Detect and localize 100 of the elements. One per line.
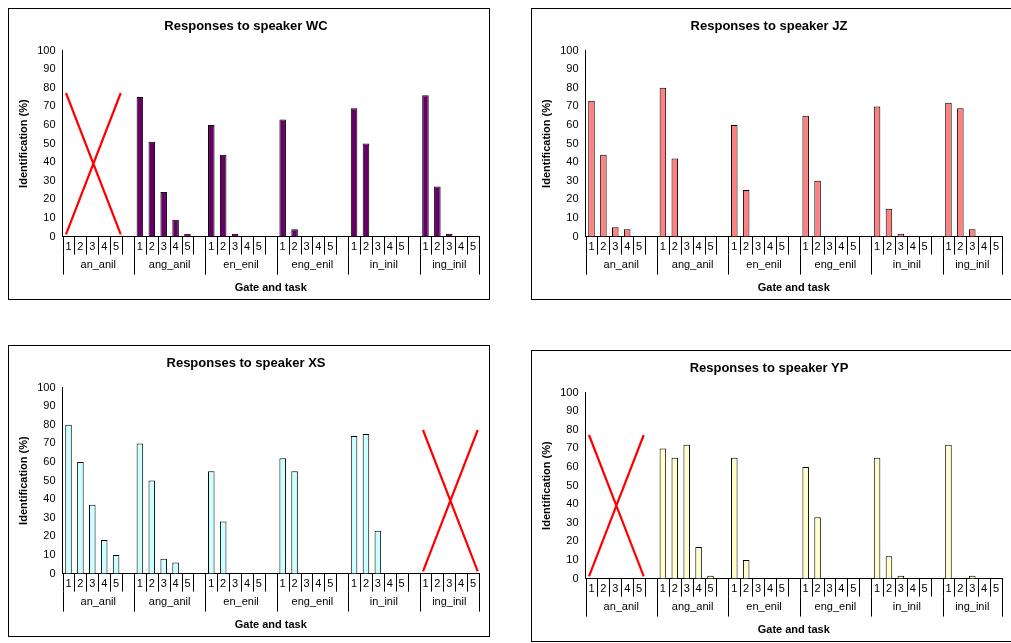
x-tick-label: 5 <box>184 240 191 253</box>
x-tick-label: 4 <box>172 240 179 253</box>
text: ang_anil <box>671 599 714 612</box>
chart-title: Responses to speaker XS <box>166 355 326 371</box>
x-tick-label: 1 <box>351 577 358 590</box>
y-tick-label: 20 <box>566 534 579 547</box>
x-tick-label: 4 <box>766 240 774 253</box>
x-tick-label: 4 <box>458 577 465 590</box>
y-tick-label: 0 <box>49 566 56 579</box>
x-tick-label: 1 <box>136 240 143 253</box>
text: an_anil <box>603 599 639 612</box>
x-tick-label: 3 <box>446 240 453 253</box>
x-tick-label: 3 <box>232 577 239 590</box>
x-tick-label: 2 <box>434 577 441 590</box>
x-tick-label: 3 <box>612 240 619 253</box>
chart-title: Responses to speaker WC <box>164 18 329 34</box>
x-tick-label: 5 <box>707 240 714 253</box>
y-tick-label: 40 <box>43 492 56 505</box>
y-tick-label: 70 <box>43 436 56 449</box>
y-tick-label: 20 <box>566 192 579 205</box>
text: an_anil <box>603 257 639 270</box>
x-tick-label: 3 <box>303 240 310 253</box>
x-tick-label: 5 <box>850 240 857 253</box>
y-tick-label: 100 <box>560 385 579 398</box>
x-tick-label: 4 <box>101 240 108 253</box>
y-tick-label: 80 <box>566 80 579 93</box>
x-tick-label: 2 <box>743 582 750 595</box>
x-tick-label: 2 <box>220 240 227 253</box>
x-tick-label: 4 <box>243 240 251 253</box>
x-tick-label: 3 <box>160 577 167 590</box>
x-tick-label: 2 <box>600 240 607 253</box>
x-tick-label: 2 <box>220 577 227 590</box>
y-axis-title: Identification (%) <box>539 98 552 188</box>
x-tick-label: 1 <box>659 582 666 595</box>
x-tick-label: 5 <box>113 240 120 253</box>
x-tick-label: 2 <box>148 577 155 590</box>
x-tick-label: 5 <box>992 582 1000 595</box>
x-tick-label: 2 <box>814 240 821 253</box>
y-tick-label: 80 <box>43 417 56 430</box>
y-tick-label: 90 <box>43 399 56 412</box>
x-tick-label: 4 <box>909 582 916 595</box>
y-tick-label: 80 <box>43 80 56 93</box>
x-tick-label: 1 <box>588 240 595 253</box>
x-tick-label: 1 <box>65 240 72 253</box>
y-tick-label: 70 <box>43 99 56 112</box>
chart-title: Responses to speaker JZ <box>690 18 848 34</box>
x-tick-label: 3 <box>897 582 904 595</box>
x-tick-label: 4 <box>695 582 702 595</box>
y-axis-title: Identification (%) <box>16 435 29 525</box>
x-tick-label: 2 <box>362 577 370 590</box>
text: eng_enil <box>291 594 334 607</box>
y-tick-label: 80 <box>566 422 579 435</box>
x-tick-label: 3 <box>969 240 976 253</box>
x-tick-label: 5 <box>255 240 262 253</box>
text: en_enil <box>746 257 782 270</box>
x-tick-label: 3 <box>89 577 96 590</box>
x-tick-label: 4 <box>624 240 631 253</box>
x-tick-label: 5 <box>184 577 191 590</box>
y-tick-label: 50 <box>43 136 56 149</box>
x-tick-label: 2 <box>885 582 893 595</box>
y-tick-label: 100 <box>560 43 579 56</box>
x-tick-label: 4 <box>909 240 916 253</box>
x-tick-label: 4 <box>624 582 631 595</box>
x-tick-label: 1 <box>945 582 952 595</box>
x-tick-label: 2 <box>814 582 821 595</box>
text: ing_inil <box>432 594 467 607</box>
x-tick-label: 4 <box>766 582 774 595</box>
x-tick-label: 5 <box>469 240 477 253</box>
x-tick-label: 4 <box>838 240 845 253</box>
text: an_anil <box>80 594 116 607</box>
text: ing_inil <box>955 257 990 270</box>
x-tick-label: 3 <box>374 577 381 590</box>
x-tick-label: 2 <box>671 582 678 595</box>
x-tick-label: 3 <box>826 582 833 595</box>
x-tick-label: 1 <box>279 240 286 253</box>
y-tick-label: 20 <box>43 529 56 542</box>
x-tick-label: 5 <box>921 240 928 253</box>
x-tick-label: 3 <box>612 582 619 595</box>
text: eng_enil <box>291 257 334 270</box>
x-tick-label: 1 <box>422 240 429 253</box>
x-tick-label: 2 <box>885 240 893 253</box>
x-tick-label: 3 <box>232 240 239 253</box>
y-tick-label: 40 <box>43 155 56 168</box>
y-tick-label: 70 <box>566 99 579 112</box>
y-tick-label: 100 <box>37 380 56 393</box>
x-tick-label: 5 <box>850 582 857 595</box>
y-tick-label: 100 <box>37 43 56 56</box>
x-tick-label: 1 <box>279 577 286 590</box>
x-tick-label: 3 <box>446 577 453 590</box>
y-tick-label: 60 <box>566 460 579 473</box>
x-tick-label: 3 <box>683 582 690 595</box>
x-tick-label: 2 <box>671 240 678 253</box>
x-tick-label: 2 <box>434 240 441 253</box>
x-tick-label: 5 <box>992 240 1000 253</box>
y-axis-title: Identification (%) <box>539 440 552 530</box>
x-tick-label: 5 <box>636 582 643 595</box>
y-tick-label: 10 <box>43 211 56 224</box>
y-tick-label: 40 <box>566 155 579 168</box>
x-tick-label: 3 <box>303 577 310 590</box>
x-tick-label: 2 <box>957 240 964 253</box>
